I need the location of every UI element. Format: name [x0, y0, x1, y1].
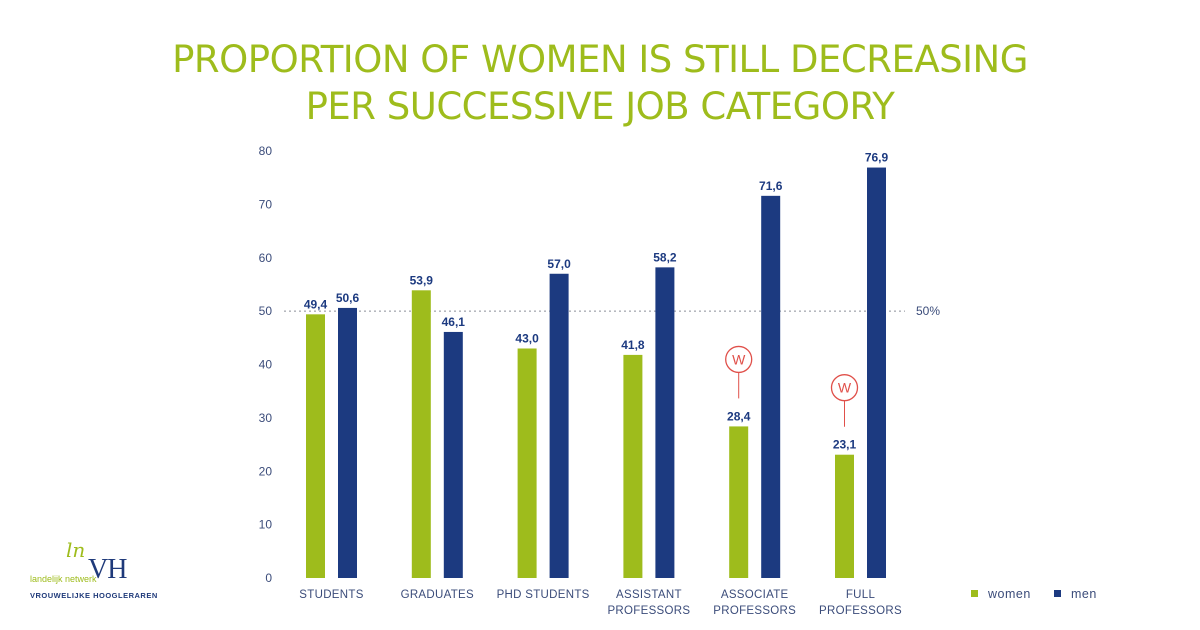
bar-women-2: [517, 348, 537, 578]
y-tick-label-40: 40: [259, 358, 273, 372]
w-marker-circle-1: [830, 374, 859, 402]
lnvh-logo: ln VH landelijk netwerk VROUWELIJKE HOOG…: [28, 538, 178, 608]
category-label-4-0: ASSOCIATE: [721, 589, 789, 601]
data-label-men-3: 58,2: [653, 250, 677, 264]
category-label-5-0: FULL: [846, 589, 876, 601]
data-label-men-1: 46,1: [442, 315, 466, 329]
bar-women-0: [306, 314, 325, 578]
chart-title-line-1: PROPORTION OF WOMEN IS STILL DECREASING: [172, 38, 1028, 81]
y-tick-label-60: 60: [259, 251, 273, 265]
logo-line-1: landelijk netwerk: [30, 574, 97, 584]
y-tick-label-20: 20: [259, 464, 273, 478]
bar-women-4: [729, 426, 749, 578]
data-label-men-5: 76,9: [865, 151, 889, 165]
reference-line-label: 50%: [916, 304, 940, 318]
y-tick-label-70: 70: [259, 197, 273, 211]
bar-men-4: [761, 195, 781, 578]
category-label-1-0: GRADUATES: [401, 589, 474, 601]
legend-swatch-men: [1054, 590, 1061, 597]
data-label-women-0: 49,4: [304, 297, 328, 311]
y-tick-label-0: 0: [265, 571, 272, 585]
chart-title-line-2: PER SUCCESSIVE JOB CATEGORY: [305, 85, 895, 128]
chart-title: PROPORTION OF WOMEN IS STILL DECREASING …: [0, 36, 1200, 130]
bar-women-1: [411, 290, 431, 578]
bar-men-1: [443, 331, 463, 578]
w-marker-label-0: W: [732, 351, 746, 367]
category-label-0-0: STUDENTS: [299, 589, 363, 601]
data-label-men-0: 50,6: [336, 291, 360, 305]
data-label-women-3: 41,8: [621, 338, 645, 352]
data-label-women-4: 28,4: [727, 409, 751, 423]
bar-men-5: [867, 167, 886, 578]
data-label-men-4: 71,6: [759, 179, 783, 193]
y-tick-label-30: 30: [259, 411, 273, 425]
category-label-3-1: PROFESSORS: [607, 605, 690, 617]
category-label-4-1: PROFESSORS: [713, 605, 796, 617]
y-tick-label-50: 50: [259, 304, 273, 318]
bar-men-3: [655, 267, 675, 578]
data-label-women-5: 23,1: [833, 438, 857, 452]
bar-women-3: [623, 354, 643, 578]
legend-swatch-women: [971, 590, 978, 597]
logo-mark-ln: ln: [66, 538, 86, 562]
category-label-2-0: PHD STUDENTS: [497, 589, 590, 601]
y-tick-label-10: 10: [259, 518, 273, 532]
data-label-women-1: 53,9: [410, 273, 434, 287]
category-label-5-1: PROFESSORS: [819, 605, 902, 617]
legend-label-men: men: [1071, 587, 1097, 601]
bar-men-0: [338, 307, 357, 578]
w-marker-label-1: W: [838, 380, 852, 396]
w-marker-circle-0: [725, 345, 753, 374]
bar-women-5: [835, 454, 854, 578]
data-label-women-2: 43,0: [515, 331, 539, 345]
bar-men-2: [549, 273, 569, 578]
category-label-3-0: ASSISTANT: [616, 589, 682, 601]
data-label-men-2: 57,0: [547, 257, 571, 271]
y-tick-label-80: 80: [259, 144, 273, 158]
logo-mark-vh: VH: [88, 554, 127, 585]
legend-label-women: women: [987, 587, 1031, 601]
logo-line-2: VROUWELIJKE HOOGLERAREN: [30, 591, 158, 600]
